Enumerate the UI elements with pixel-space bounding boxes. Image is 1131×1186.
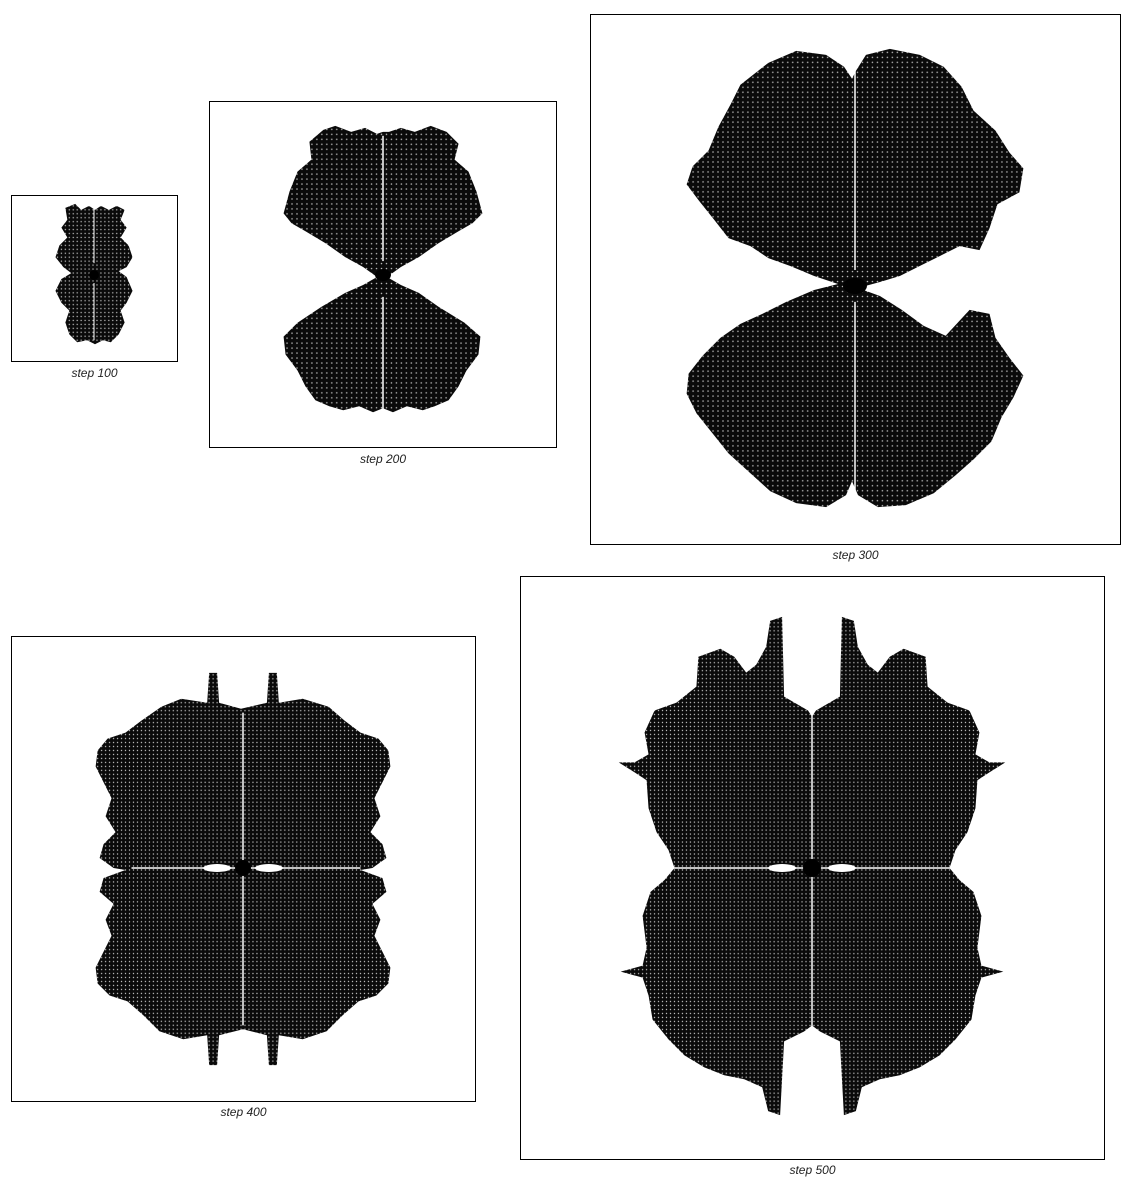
pattern-panel-step-200 <box>209 101 557 448</box>
caption-step-400: step 400 <box>220 1105 267 1119</box>
pattern-panel-step-300 <box>590 14 1121 545</box>
caption-step-100: step 100 <box>71 366 118 380</box>
pattern-panel-step-100 <box>11 195 178 362</box>
pattern-step-300 <box>686 48 1024 508</box>
caption-step-500: step 500 <box>789 1163 836 1177</box>
pattern-step-200 <box>283 125 483 413</box>
pattern-step-400 <box>95 672 391 1066</box>
pattern-panel-step-400 <box>11 636 476 1102</box>
caption-step-200: step 200 <box>359 452 407 466</box>
pattern-step-100 <box>55 203 133 345</box>
pattern-panel-step-500 <box>520 576 1105 1160</box>
pattern-step-500 <box>618 616 1006 1116</box>
caption-step-300: step 300 <box>832 548 879 562</box>
